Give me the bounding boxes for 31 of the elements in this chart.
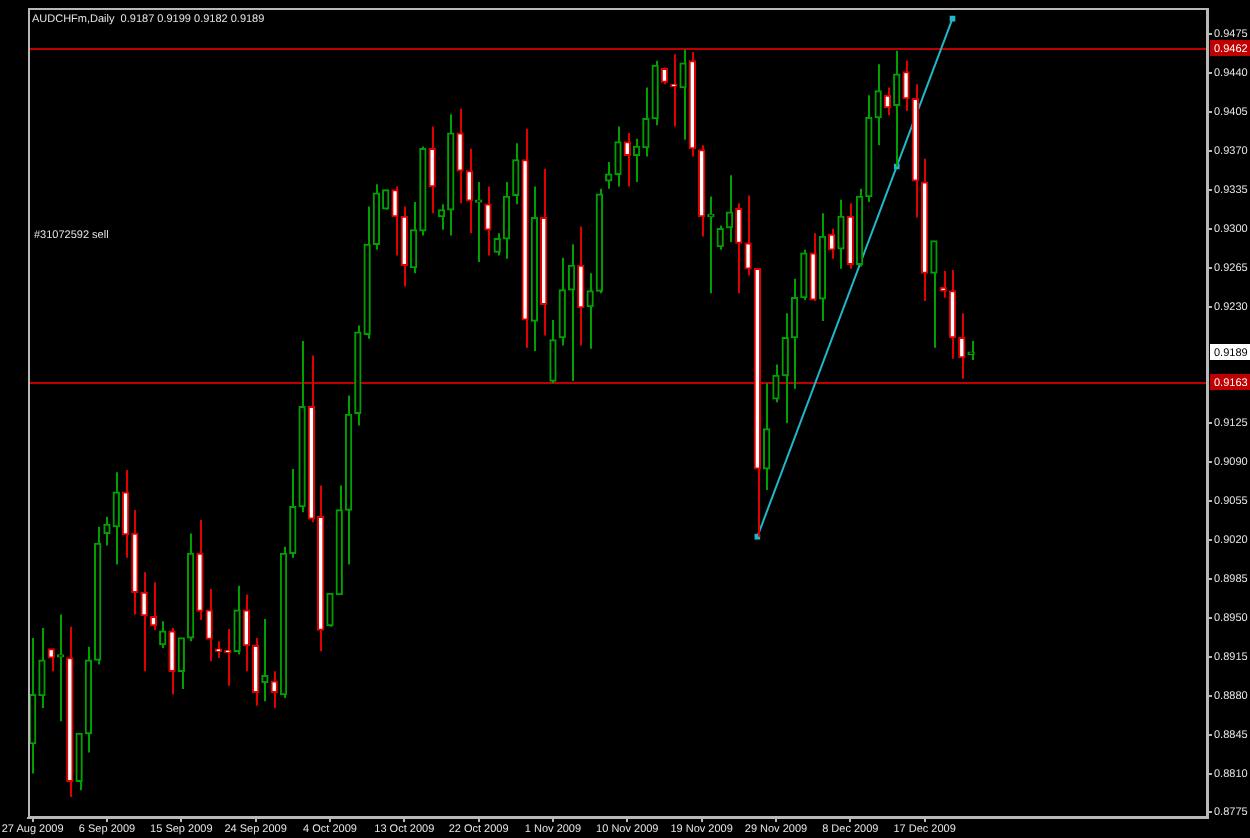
candlestick [837,198,845,270]
candlestick [558,256,566,347]
candlestick [948,268,957,360]
candlestick [707,195,715,295]
candlestick [716,224,724,251]
candlestick [512,142,520,206]
candlestick [484,185,492,257]
candlestick [428,125,436,215]
candlestick [28,636,37,775]
candlestick [567,243,576,383]
candlestick [967,340,975,361]
candlestick [177,636,185,691]
candlestick [586,272,594,350]
candlestick [47,648,55,673]
candlestick [735,202,743,295]
candlestick [623,132,631,188]
candlestick [725,174,734,244]
candlestick [930,239,938,349]
candlestick [474,181,483,264]
candlestick [828,227,836,260]
candlestick [846,202,854,270]
candlestick [456,107,464,205]
candlestick [261,617,269,703]
candlestick [614,125,622,188]
candlestick [679,48,687,141]
candlestick [233,584,241,656]
candlestick [465,147,473,235]
candlestick [437,203,446,231]
candlestick [763,382,771,492]
candlestick [549,318,557,385]
candlestick [168,626,176,696]
